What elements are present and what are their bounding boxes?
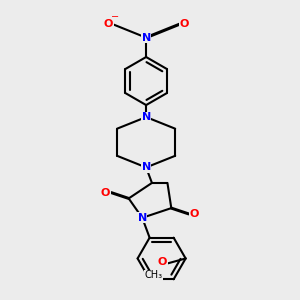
Text: O: O	[158, 257, 167, 267]
Text: O: O	[101, 188, 110, 198]
Text: N: N	[142, 162, 151, 172]
Text: N: N	[142, 112, 151, 122]
Text: O: O	[180, 19, 189, 29]
Text: N: N	[138, 213, 147, 223]
Text: O: O	[104, 19, 113, 29]
Text: CH₃: CH₃	[144, 270, 163, 280]
Text: −: −	[112, 12, 120, 22]
Text: N: N	[142, 33, 151, 43]
Text: O: O	[190, 209, 199, 219]
